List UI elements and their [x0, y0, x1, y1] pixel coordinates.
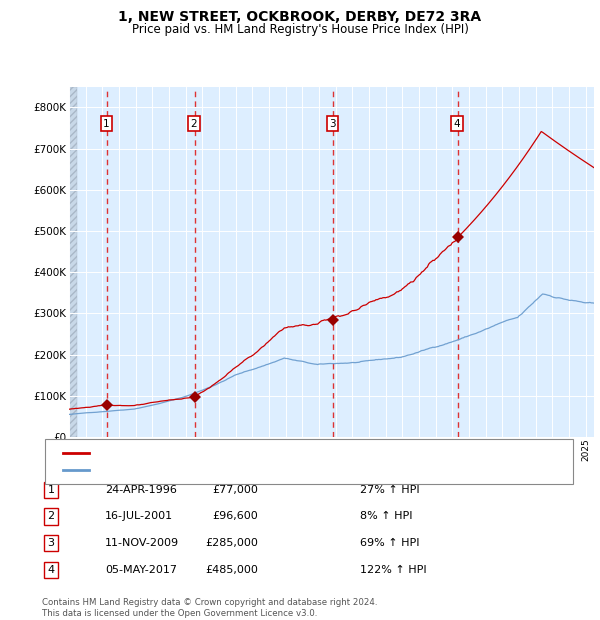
Text: 16-JUL-2001: 16-JUL-2001 — [105, 512, 173, 521]
Text: 69% ↑ HPI: 69% ↑ HPI — [360, 538, 419, 548]
Text: 1: 1 — [103, 118, 110, 128]
Text: HPI: Average price, detached house, Erewash: HPI: Average price, detached house, Erew… — [94, 465, 331, 475]
Text: £285,000: £285,000 — [205, 538, 258, 548]
Text: 11-NOV-2009: 11-NOV-2009 — [105, 538, 179, 548]
Text: 122% ↑ HPI: 122% ↑ HPI — [360, 565, 427, 575]
Text: 4: 4 — [454, 118, 460, 128]
Text: £77,000: £77,000 — [212, 485, 258, 495]
Text: Price paid vs. HM Land Registry's House Price Index (HPI): Price paid vs. HM Land Registry's House … — [131, 23, 469, 35]
Bar — [69, 87, 77, 437]
Text: £96,600: £96,600 — [212, 512, 258, 521]
Text: 05-MAY-2017: 05-MAY-2017 — [105, 565, 177, 575]
Text: 3: 3 — [47, 538, 55, 548]
Text: £485,000: £485,000 — [205, 565, 258, 575]
Text: 1: 1 — [47, 485, 55, 495]
Text: 8% ↑ HPI: 8% ↑ HPI — [360, 512, 413, 521]
Text: 24-APR-1996: 24-APR-1996 — [105, 485, 177, 495]
Text: 1, NEW STREET, OCKBROOK, DERBY, DE72 3RA: 1, NEW STREET, OCKBROOK, DERBY, DE72 3RA — [118, 11, 482, 24]
Text: 2: 2 — [47, 512, 55, 521]
Text: 4: 4 — [47, 565, 55, 575]
Bar — [69, 87, 77, 437]
Text: Contains HM Land Registry data © Crown copyright and database right 2024.
This d: Contains HM Land Registry data © Crown c… — [42, 598, 377, 618]
Text: 27% ↑ HPI: 27% ↑ HPI — [360, 485, 419, 495]
Text: 1, NEW STREET, OCKBROOK, DERBY, DE72 3RA (detached house): 1, NEW STREET, OCKBROOK, DERBY, DE72 3RA… — [94, 448, 434, 458]
Text: 3: 3 — [329, 118, 336, 128]
Text: 2: 2 — [191, 118, 197, 128]
